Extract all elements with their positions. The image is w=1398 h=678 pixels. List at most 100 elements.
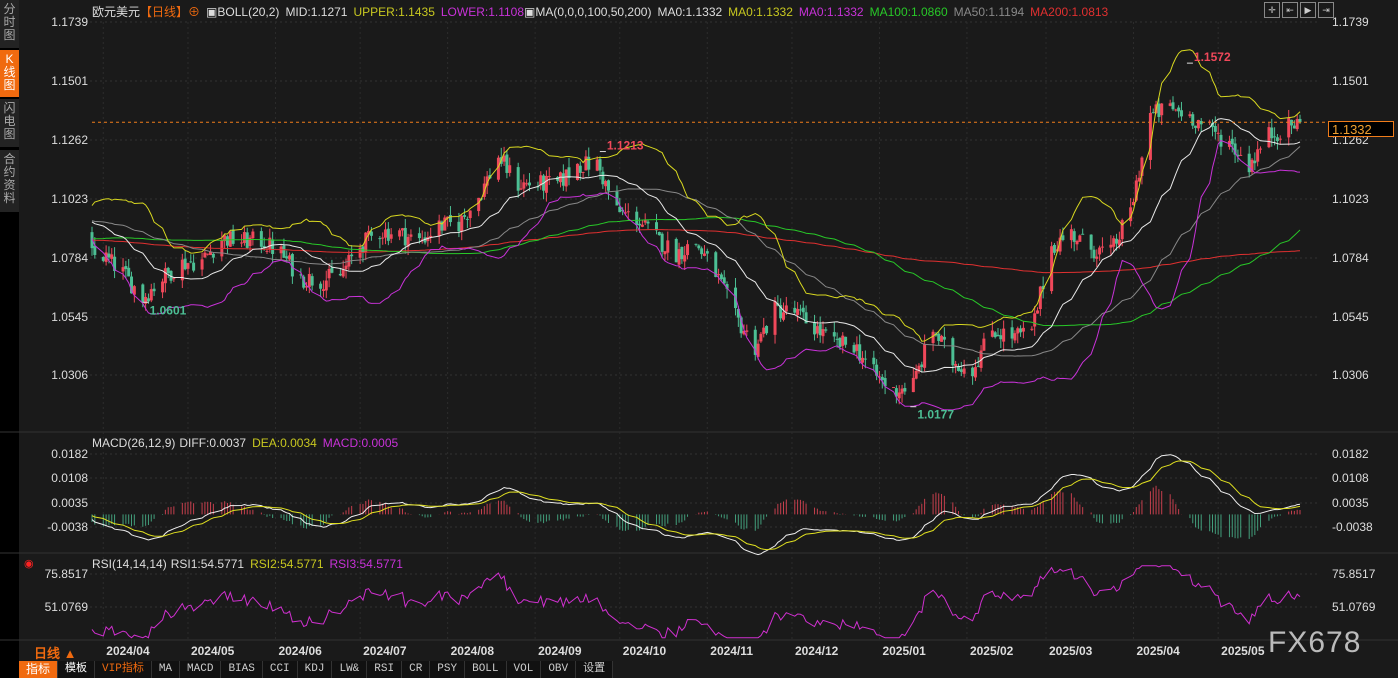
tab-7[interactable]: KDJ [297, 661, 333, 678]
candle-body [211, 253, 215, 258]
tab-0[interactable]: 指标 [19, 661, 59, 678]
candle-body [378, 238, 382, 240]
tab-11[interactable]: PSY [430, 661, 466, 678]
candle-body [954, 364, 958, 366]
candle-body [824, 329, 828, 331]
zoom-in-icon[interactable]: ⇤ [1282, 2, 1298, 18]
candle-body [338, 273, 342, 276]
candle-body [722, 277, 726, 284]
candle-body [200, 259, 204, 270]
candle-body [714, 252, 718, 277]
candle-body [917, 365, 921, 372]
candle-body [587, 156, 591, 170]
ma-icon[interactable]: ▣ [524, 5, 536, 19]
play-icon[interactable]: ▶ [1300, 2, 1316, 18]
tab-9[interactable]: RSI [367, 661, 403, 678]
candle-body [1081, 233, 1085, 235]
settings-circle-icon[interactable]: ⊕ [188, 5, 201, 19]
candle-body [1236, 154, 1240, 157]
candle-body [1267, 127, 1271, 148]
candle-body [1250, 159, 1254, 172]
candle-body [240, 242, 244, 244]
candle-body [657, 232, 661, 236]
sidebar-item-flash[interactable]: 闪电图 [0, 99, 19, 147]
rsi1-value: RSI1:54.5771 [170, 557, 245, 571]
candle-body [1270, 127, 1274, 139]
candle-body [914, 370, 918, 379]
candle-body [364, 232, 368, 253]
candle-body [288, 255, 292, 260]
tab-14[interactable]: OBV [541, 661, 577, 678]
crosshair-icon[interactable]: ✛ [1264, 2, 1280, 18]
sidebar-item-contract-info[interactable]: 合约资料 [0, 150, 19, 212]
ma200-value: MA200:1.0813 [1030, 5, 1109, 19]
candle-body [1140, 157, 1144, 176]
candle-body [575, 163, 579, 180]
tab-15[interactable]: 设置 [576, 661, 614, 678]
candle-body [1002, 328, 1006, 342]
extreme-label: 1.1213 [607, 139, 644, 153]
candle-body [674, 238, 678, 263]
candle-body [697, 245, 701, 249]
candle-body [1052, 244, 1056, 253]
candle-body [409, 234, 413, 237]
y-tick-left: 1.1501 [51, 74, 88, 88]
candle-body [1115, 238, 1119, 244]
candle-body [717, 274, 721, 276]
candle-body [680, 246, 684, 260]
candle-body [398, 230, 402, 237]
candle-body [141, 284, 145, 303]
boll-lower-line [91, 139, 1301, 411]
tab-3[interactable]: MA [151, 661, 181, 678]
candle-body [203, 252, 207, 258]
candle-body [1160, 103, 1164, 116]
candle-body [1157, 103, 1161, 117]
candle-body [762, 327, 766, 334]
candle-body [911, 377, 915, 393]
rsi-y-tick-right: 75.8517 [1332, 567, 1376, 581]
candle-body [180, 259, 184, 281]
candle-body [581, 171, 585, 173]
boll-icon[interactable]: ▣ [206, 5, 218, 19]
y-tick-right: 1.1023 [1332, 192, 1369, 206]
candle-body [1112, 238, 1116, 247]
tab-12[interactable]: BOLL [465, 661, 507, 678]
candle-body [485, 176, 489, 186]
tab-13[interactable]: VOL [506, 661, 542, 678]
candle-body [110, 254, 114, 259]
candle-body [1030, 328, 1034, 330]
candle-body [900, 388, 904, 394]
jump-end-icon[interactable]: ⇥ [1318, 2, 1334, 18]
tab-5[interactable]: BIAS [221, 661, 263, 678]
alert-icon[interactable]: ◉ [24, 558, 34, 570]
candle-body [101, 257, 105, 261]
candle-body [417, 233, 421, 239]
period-selector[interactable]: 日线 ▲ [34, 646, 77, 661]
candle-body [152, 288, 156, 292]
candle-body [251, 231, 255, 239]
sidebar-item-kline[interactable]: K线图 [0, 50, 19, 97]
candle-body [990, 330, 994, 337]
candle-body [113, 256, 117, 272]
tab-10[interactable]: CR [402, 661, 431, 678]
candle-body [962, 368, 966, 374]
tab-2[interactable]: VIP指标 [95, 661, 152, 678]
candle-body [522, 182, 526, 189]
sidebar-item-timeshare[interactable]: 分时图 [0, 0, 19, 48]
candle-body [1298, 118, 1302, 123]
candle-body [598, 159, 602, 171]
candle-body [852, 345, 856, 353]
candle-body [815, 326, 819, 334]
candle-body [544, 175, 548, 193]
tab-4[interactable]: MACD [180, 661, 222, 678]
tab-8[interactable]: LW& [332, 661, 368, 678]
candle-body [186, 263, 190, 269]
candle-body [643, 219, 647, 223]
tab-1[interactable]: 模板 [58, 661, 96, 678]
macd-title: MACD(26,12,9) [92, 436, 176, 450]
candle-body [931, 331, 935, 344]
tab-6[interactable]: CCI [262, 661, 298, 678]
candle-body [700, 248, 704, 255]
rsi-line [91, 565, 1301, 639]
